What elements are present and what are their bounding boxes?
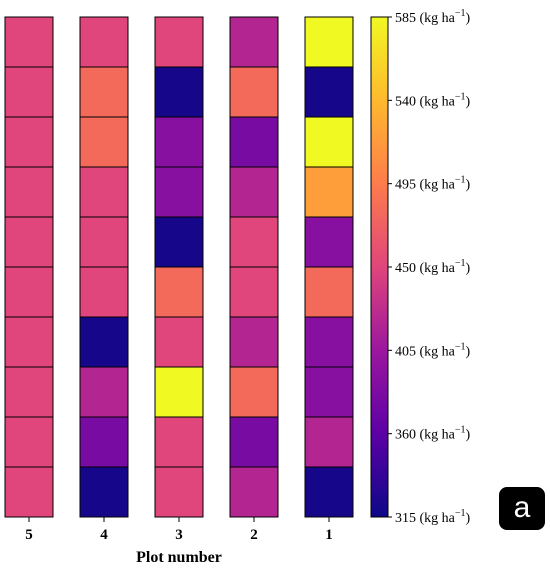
colorbar-tick-label: 450 (kg ha−1) xyxy=(395,258,471,276)
heatmap-cell xyxy=(4,366,54,418)
heatmap-cells xyxy=(4,16,354,518)
x-axis-label: Plot number xyxy=(136,549,222,566)
heatmap-cell xyxy=(79,366,129,418)
heatmap-cell xyxy=(304,116,354,168)
heatmap-cell xyxy=(4,316,54,368)
heatmap-cell xyxy=(154,416,204,468)
x-tick-label: 3 xyxy=(175,527,183,543)
heatmap-cell xyxy=(154,216,204,268)
heatmap-cell xyxy=(154,116,204,168)
heatmap-cell xyxy=(79,66,129,118)
heatmap-cell xyxy=(4,16,54,68)
heatmap-cell xyxy=(304,316,354,368)
heatmap-cell xyxy=(79,116,129,168)
heatmap-cell xyxy=(154,166,204,218)
x-tick-label: 2 xyxy=(250,527,258,543)
heatmap-cell xyxy=(154,466,204,518)
heatmap-cell xyxy=(229,416,279,468)
heatmap-cell xyxy=(79,416,129,468)
colorbar-tick-label: 405 (kg ha−1) xyxy=(395,341,471,359)
heatmap-cell xyxy=(4,266,54,318)
x-tick-label: 1 xyxy=(325,527,333,543)
panel-label-badge: a xyxy=(499,487,545,530)
x-axis-ticks: 5 4 3 2 1 xyxy=(25,517,333,543)
heatmap-cell xyxy=(229,466,279,518)
heatmap-cell xyxy=(229,66,279,118)
colorbar-ticks: 315 (kg ha−1) 360 (kg ha−1) 405 (kg ha−1) 4… xyxy=(388,8,471,526)
colorbar xyxy=(370,16,389,518)
heatmap-cell xyxy=(304,66,354,118)
colorbar-tick-label: 495 (kg ha−1) xyxy=(395,175,471,193)
heatmap-cell xyxy=(4,216,54,268)
heatmap-cell xyxy=(154,316,204,368)
heatmap-cell xyxy=(229,366,279,418)
heatmap-cell xyxy=(304,466,354,518)
heatmap-cell xyxy=(304,366,354,418)
heatmap-cell xyxy=(79,216,129,268)
heatmap-cell xyxy=(229,166,279,218)
colorbar-tick-label: 315 (kg ha−1) xyxy=(395,508,471,526)
heatmap-cell xyxy=(4,166,54,218)
heatmap-cell xyxy=(229,116,279,168)
heatmap-cell xyxy=(79,316,129,368)
heatmap-cell xyxy=(154,366,204,418)
colorbar-tick-label: 585 (kg ha−1) xyxy=(395,8,471,26)
colorbar-tick-label: 360 (kg ha−1) xyxy=(395,425,471,443)
x-tick-label: 5 xyxy=(25,527,33,543)
heatmap-cell xyxy=(154,66,204,118)
heatmap-cell xyxy=(304,216,354,268)
heatmap-cell xyxy=(229,216,279,268)
heatmap-cell xyxy=(79,166,129,218)
heatmap-cell xyxy=(79,266,129,318)
colorbar-tick-label: 540 (kg ha−1) xyxy=(395,91,471,109)
heatmap-cell xyxy=(229,16,279,68)
heatmap-cell xyxy=(304,166,354,218)
heatmap-cell xyxy=(79,16,129,68)
heatmap-cell xyxy=(79,466,129,518)
heatmap-cell xyxy=(304,416,354,468)
heatmap-cell xyxy=(4,466,54,518)
heatmap-cell xyxy=(154,16,204,68)
heatmap-cell xyxy=(229,316,279,368)
heatmap-cell xyxy=(154,266,204,318)
heatmap-cell xyxy=(4,66,54,118)
x-tick-label: 4 xyxy=(100,527,108,543)
heatmap-cell xyxy=(4,416,54,468)
heatmap-cell xyxy=(304,266,354,318)
heatmap-cell xyxy=(304,16,354,68)
heatmap-cell xyxy=(4,116,54,168)
heatmap-cell xyxy=(229,266,279,318)
